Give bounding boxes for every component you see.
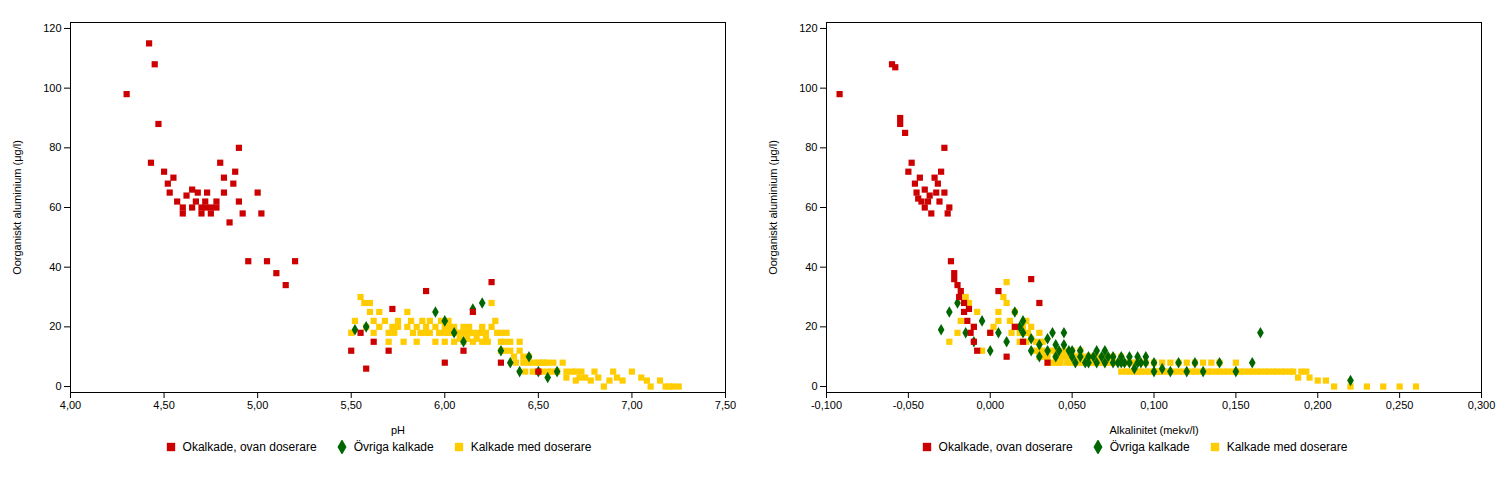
svg-text:20: 20 (805, 320, 817, 332)
svg-text:4,50: 4,50 (153, 399, 174, 411)
svg-text:0: 0 (811, 380, 817, 392)
svg-text:0,200: 0,200 (1304, 399, 1332, 411)
svg-text:7,00: 7,00 (621, 399, 642, 411)
svg-text:0,250: 0,250 (1386, 399, 1414, 411)
svg-text:120: 120 (43, 22, 61, 34)
svg-text:80: 80 (805, 141, 817, 153)
html-text:Kalkade med doserare: Kalkade med doserare (1226, 440, 1348, 454)
svg-text:20: 20 (49, 320, 61, 332)
svg-text:6,50: 6,50 (528, 399, 549, 411)
html-text:Okalkade, ovan doserare: Okalkade, ovan doserare (938, 440, 1073, 454)
svg-text:40: 40 (49, 261, 61, 273)
svg-text:-0,100: -0,100 (811, 399, 842, 411)
svg-text:7,50: 7,50 (715, 399, 736, 411)
svg-text:120: 120 (799, 22, 817, 34)
html-text:Övriga kalkade: Övriga kalkade (1109, 440, 1190, 454)
svg-text:5,50: 5,50 (341, 399, 362, 411)
svg-text:0,100: 0,100 (1140, 399, 1168, 411)
svg-text:Oorganiskt aluminium (μg/l): Oorganiskt aluminium (μg/l) (767, 140, 779, 275)
svg-text:0,300: 0,300 (1468, 399, 1496, 411)
svg-text:-0,050: -0,050 (893, 399, 924, 411)
svg-text:5,00: 5,00 (247, 399, 268, 411)
svg-text:40: 40 (805, 261, 817, 273)
svg-text:Oorganiskt aluminium (μg/l): Oorganiskt aluminium (μg/l) (11, 140, 23, 275)
svg-text:Alkalinitet (mekv/l): Alkalinitet (mekv/l) (1109, 424, 1198, 436)
svg-text:pH: pH (391, 424, 405, 436)
svg-text:6,00: 6,00 (434, 399, 455, 411)
html-text:Okalkade, ovan doserare: Okalkade, ovan doserare (182, 440, 317, 454)
svg-text:80: 80 (49, 141, 61, 153)
svg-text:60: 60 (805, 201, 817, 213)
svg-text:4,00: 4,00 (60, 399, 81, 411)
svg-text:0: 0 (55, 380, 61, 392)
html-text:Kalkade med doserare: Kalkade med doserare (470, 440, 592, 454)
svg-text:100: 100 (799, 82, 817, 94)
svg-text:0,000: 0,000 (976, 399, 1004, 411)
svg-text:100: 100 (43, 82, 61, 94)
html-text:Övriga kalkade: Övriga kalkade (353, 440, 434, 454)
svg-text:60: 60 (49, 201, 61, 213)
svg-text:0,050: 0,050 (1058, 399, 1086, 411)
svg-text:0,150: 0,150 (1222, 399, 1250, 411)
